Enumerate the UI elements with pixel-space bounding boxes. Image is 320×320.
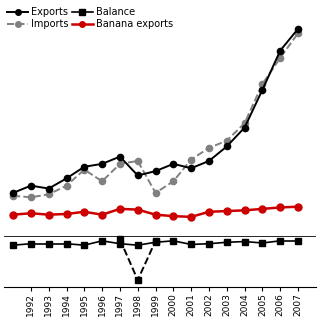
- Legend: Exports, Imports, Balance, Banana exports: Exports, Imports, Balance, Banana export…: [6, 6, 174, 30]
